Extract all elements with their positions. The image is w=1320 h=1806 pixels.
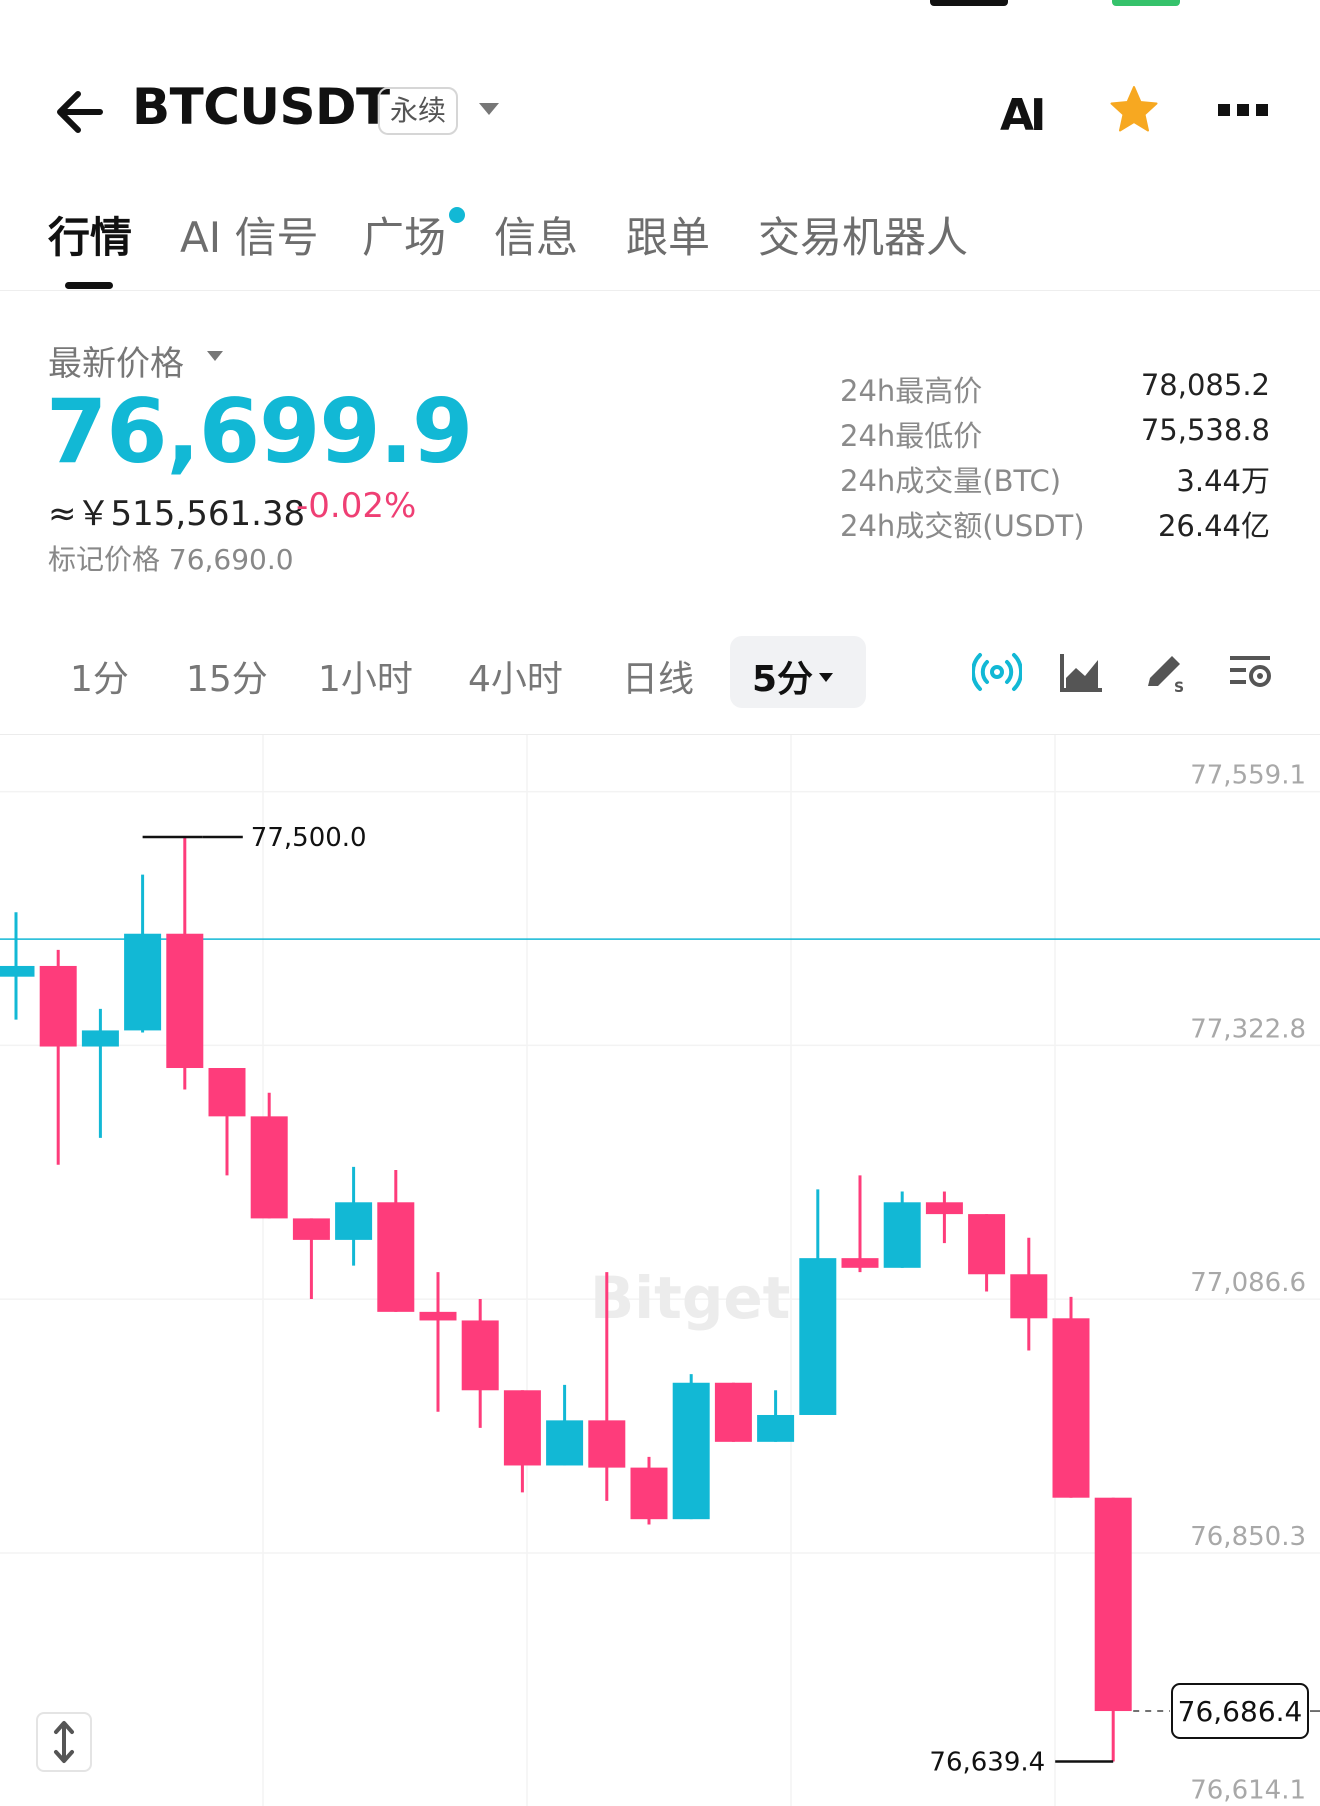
svg-text:S: S <box>1174 680 1184 694</box>
interval-15m[interactable]: 15分 <box>186 659 268 700</box>
candle-body <box>124 933 162 1031</box>
stat-turnover-label: 24h成交额(USDT) <box>840 509 1085 543</box>
pair-title[interactable]: BTCUSDT <box>132 78 390 136</box>
high-price-label: 77,500.0 <box>251 823 367 853</box>
low-price-label: 76,639.4 <box>929 1748 1045 1778</box>
cny-price: ≈￥515,561.38 <box>48 494 306 534</box>
interval-1m[interactable]: 1分 <box>70 659 129 700</box>
latest-price-label[interactable]: 最新价格 <box>48 344 184 384</box>
tab-market[interactable]: 行情 <box>48 213 133 262</box>
candle-body <box>81 1030 119 1047</box>
interval-4h[interactable]: 4小时 <box>468 659 563 700</box>
candle-body <box>461 1320 499 1391</box>
candle-body <box>883 1202 921 1268</box>
ai-icon-text: AI <box>1000 90 1046 141</box>
candle-body <box>1052 1318 1090 1498</box>
candle-body <box>1010 1274 1048 1319</box>
chart-annotations: 77,500.0 76,639.4 76,686.4 <box>142 823 1320 1778</box>
interval-1d[interactable]: 日线 <box>622 659 695 700</box>
tab-trading-bot[interactable]: 交易机器人 <box>758 213 969 262</box>
contract-type-badge: 永续 <box>378 87 459 135</box>
selected-interval-label: 5分 <box>752 659 814 700</box>
scale-toggle-button[interactable] <box>36 1712 92 1772</box>
stat-low-label: 24h最低价 <box>840 419 983 453</box>
candle-body <box>968 1214 1006 1275</box>
candle-body <box>0 965 35 977</box>
y-axis-tick-label: 76,850.3 <box>1190 1522 1306 1552</box>
notification-dot <box>449 207 465 223</box>
candle-body <box>757 1414 795 1442</box>
stat-volume-label: 24h成交量(BTC) <box>840 464 1062 498</box>
divider <box>0 734 1320 735</box>
more-options-icon[interactable] <box>1216 100 1270 120</box>
tab-ai-signal[interactable]: AI 信号 <box>180 213 319 262</box>
candle-body <box>208 1068 246 1117</box>
stat-high-value: 78,085.2 <box>1140 368 1270 402</box>
y-axis-tick-label: 76,614.1 <box>1190 1776 1306 1806</box>
interval-dropdown-caret-icon <box>819 673 833 682</box>
pair-dropdown-caret-icon[interactable] <box>478 102 500 116</box>
latest-price-dropdown-icon[interactable] <box>206 350 224 362</box>
candle-body <box>672 1382 710 1520</box>
candle-body <box>335 1202 373 1240</box>
mark-price: 标记价格 76,690.0 <box>48 543 294 576</box>
candle-body <box>630 1467 668 1520</box>
tab-square[interactable]: 广场 <box>362 213 447 262</box>
status-bar-battery-fragment <box>1112 0 1180 6</box>
candle-body <box>250 1116 288 1219</box>
candle-body <box>503 1390 541 1466</box>
candle-body <box>377 1202 415 1312</box>
candle-body <box>714 1382 752 1442</box>
divider <box>0 290 1320 291</box>
watermark-text: Bitget <box>590 1264 790 1332</box>
y-axis-tick-label: 77,086.6 <box>1190 1268 1306 1298</box>
candle-body <box>166 933 204 1069</box>
candle-body <box>841 1258 879 1268</box>
candle-body <box>292 1218 330 1240</box>
current-price-box <box>1171 1683 1309 1740</box>
broadcast-icon[interactable] <box>972 650 1022 694</box>
chart-settings-icon[interactable] <box>1226 650 1276 694</box>
tab-copy-trading[interactable]: 跟单 <box>626 213 711 262</box>
favorite-star-icon[interactable] <box>1108 84 1160 136</box>
y-axis-tick-label: 77,559.1 <box>1190 761 1306 791</box>
last-price: 76,699.9 <box>46 380 473 483</box>
candle-body <box>546 1420 584 1466</box>
stat-turnover-value: 26.44亿 <box>1157 509 1270 543</box>
current-price-label: 76,686.4 <box>1178 1695 1303 1728</box>
interval-1h[interactable]: 1小时 <box>318 659 413 700</box>
change-percent: -0.02% <box>296 486 417 526</box>
candle-body <box>588 1420 626 1468</box>
stat-volume-value: 3.44万 <box>1176 464 1270 498</box>
status-bar-fragment <box>930 0 1008 6</box>
price-axis: 77,559.1 77,322.8 77,086.6 76,850.3 76,614.1 <box>1190 761 1306 1806</box>
ai-assistant-icon[interactable]: AI <box>1000 90 1046 141</box>
area-chart-icon[interactable] <box>1056 650 1106 694</box>
candle-body <box>1094 1497 1132 1712</box>
drawing-pen-icon[interactable]: S <box>1140 650 1190 694</box>
stat-low-value: 75,538.8 <box>1140 413 1270 447</box>
active-tab-indicator <box>65 282 113 289</box>
y-axis-tick-label: 77,322.8 <box>1190 1014 1306 1044</box>
tab-info[interactable]: 信息 <box>494 213 579 262</box>
candle-body <box>39 965 77 1047</box>
interval-selector[interactable] <box>730 636 866 708</box>
back-arrow-icon[interactable] <box>52 84 108 140</box>
candlestick-chart[interactable]: Bitget 77,559.177,322.877,086.676,850.37… <box>0 735 1320 1806</box>
stat-high-label: 24h最高价 <box>840 374 983 408</box>
candle-body <box>799 1258 837 1415</box>
candle-body <box>419 1311 457 1321</box>
candle-body <box>925 1202 963 1215</box>
candles-group <box>0 837 1132 1762</box>
